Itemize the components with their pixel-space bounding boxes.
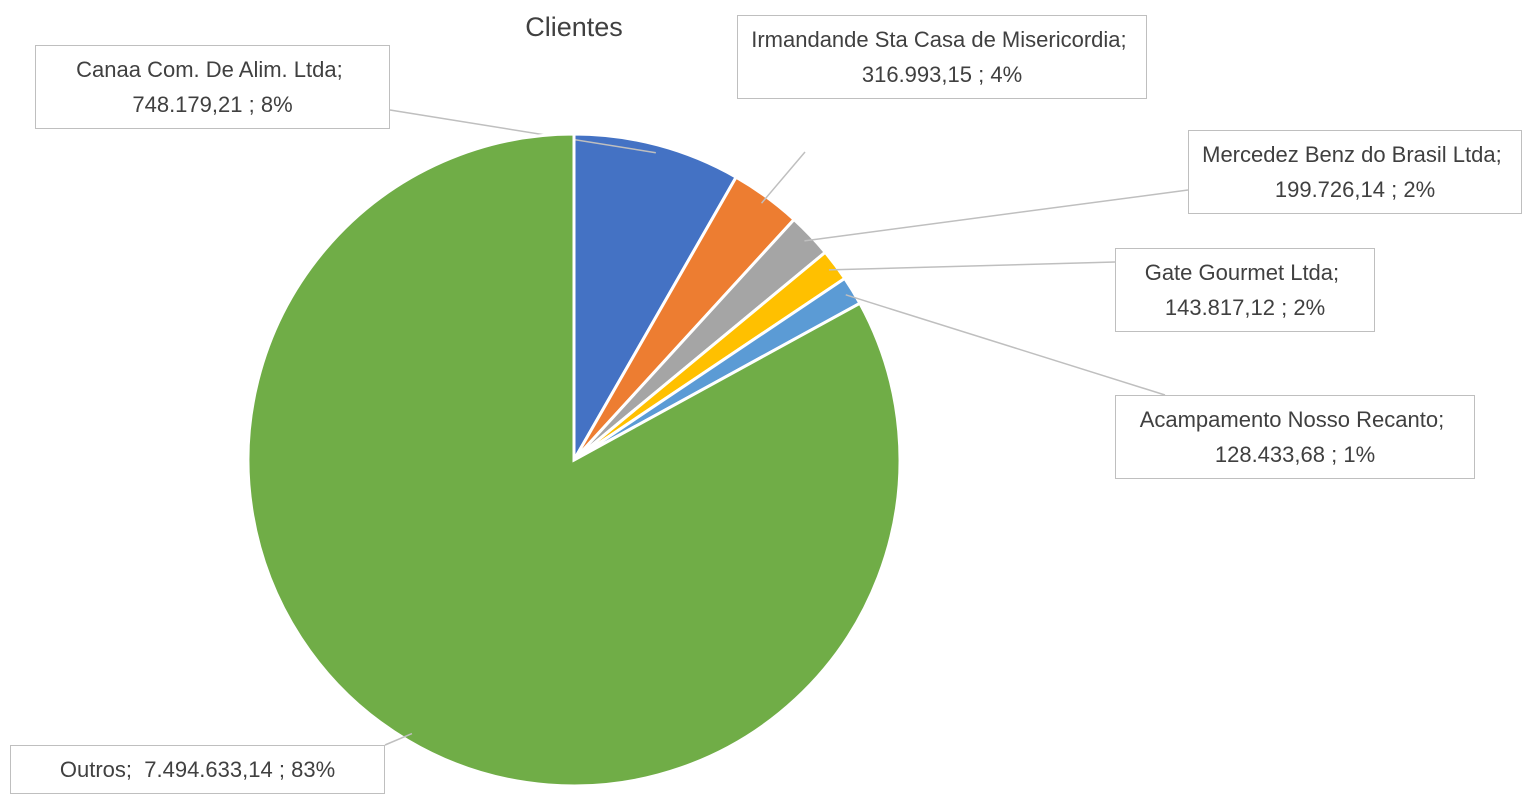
leader-line bbox=[845, 294, 1166, 396]
leader-line bbox=[384, 732, 413, 746]
label-value: 316.993,15 bbox=[861, 62, 972, 87]
leader-line bbox=[804, 189, 1189, 242]
label-category: Acampamento Nosso Recanto bbox=[1139, 407, 1439, 432]
label-separator: ; bbox=[248, 92, 255, 117]
label-separator: ; bbox=[1333, 260, 1340, 285]
label-percent: 4% bbox=[990, 62, 1023, 87]
space bbox=[1127, 27, 1133, 52]
label-category: Mercedez Benz do Brasil Ltda bbox=[1202, 142, 1496, 167]
data-label: Irmandande Sta Casa de Misericordia; 316… bbox=[737, 15, 1147, 99]
label-separator: ; bbox=[125, 757, 133, 782]
label-separator: ; bbox=[1495, 142, 1502, 167]
label-separator: ; bbox=[336, 57, 343, 82]
label-value: 748.179,21 bbox=[132, 92, 243, 117]
label-percent: 2% bbox=[1293, 295, 1326, 320]
label-percent: 2% bbox=[1403, 177, 1436, 202]
data-label: Canaa Com. De Alim. Ltda; 748.179,21 ; 8… bbox=[35, 45, 390, 129]
space bbox=[1339, 260, 1345, 285]
pie-slice bbox=[246, 132, 902, 788]
label-separator: ; bbox=[278, 757, 285, 782]
label-separator: ; bbox=[1391, 177, 1398, 202]
label-value: 143.817,12 bbox=[1164, 295, 1275, 320]
space bbox=[1502, 142, 1508, 167]
label-separator: ; bbox=[1281, 295, 1288, 320]
label-value: 7.494.633,14 bbox=[144, 757, 273, 782]
space bbox=[1444, 407, 1450, 432]
label-percent: 83% bbox=[291, 757, 336, 782]
data-label: Gate Gourmet Ltda; 143.817,12 ; 2% bbox=[1115, 248, 1375, 332]
label-category: Outros bbox=[59, 757, 126, 782]
data-label: Mercedez Benz do Brasil Ltda; 199.726,14… bbox=[1188, 130, 1522, 214]
label-category: Gate Gourmet Ltda bbox=[1144, 260, 1334, 285]
data-label: Outros; 7.494.633,14 ; 83% bbox=[10, 745, 385, 794]
label-percent: 8% bbox=[260, 92, 293, 117]
label-separator: ; bbox=[978, 62, 985, 87]
leader-line bbox=[828, 261, 1116, 271]
space bbox=[132, 757, 144, 782]
label-category: Irmandande Sta Casa de Misericordia bbox=[751, 27, 1121, 52]
label-separator: ; bbox=[1331, 442, 1338, 467]
label-separator: ; bbox=[1438, 407, 1445, 432]
chart-title: Clientes bbox=[525, 12, 623, 42]
pie-slice bbox=[572, 132, 739, 466]
leader-line bbox=[760, 151, 806, 204]
label-category: Canaa Com. De Alim. Ltda bbox=[76, 57, 337, 82]
label-percent: 1% bbox=[1343, 442, 1376, 467]
label-value: 199.726,14 bbox=[1274, 177, 1385, 202]
space bbox=[343, 57, 349, 82]
label-separator: ; bbox=[1120, 27, 1127, 52]
leader-line bbox=[389, 109, 656, 154]
label-value: 128.433,68 bbox=[1214, 442, 1325, 467]
data-label: Acampamento Nosso Recanto; 128.433,68 ; … bbox=[1115, 395, 1475, 479]
